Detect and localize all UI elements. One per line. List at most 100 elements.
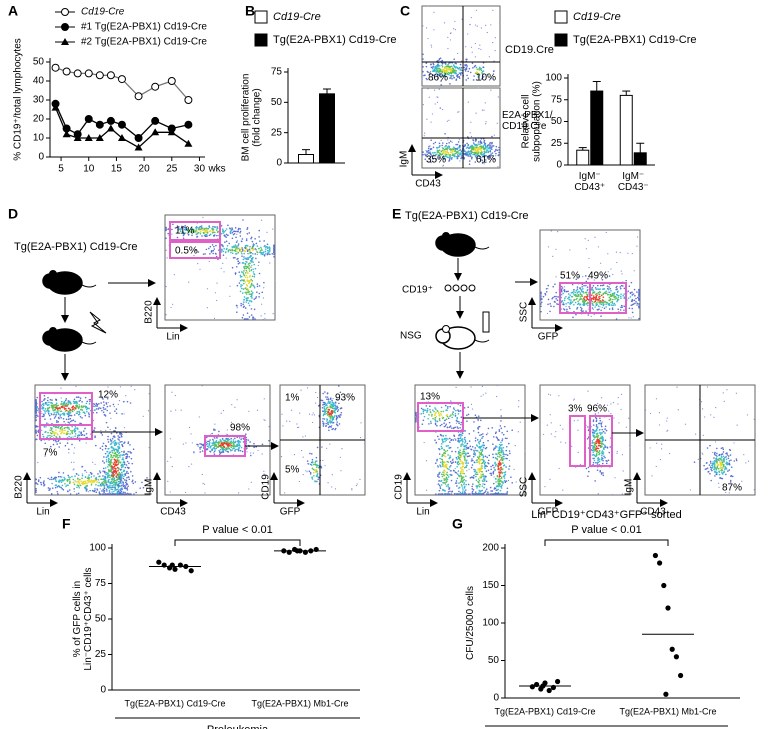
event — [109, 481, 112, 484]
y-axis-label: % of GFP cells in Lin⁻CD19⁺CD43⁺ cells — [72, 567, 94, 671]
event — [444, 440, 446, 443]
event — [110, 440, 112, 442]
event — [69, 408, 72, 411]
event — [238, 227, 240, 230]
event — [240, 271, 243, 273]
event — [466, 152, 469, 155]
percent: 12% — [98, 390, 118, 401]
event — [248, 282, 250, 284]
event — [119, 461, 122, 464]
event — [222, 254, 225, 256]
event — [84, 427, 86, 430]
event — [60, 486, 62, 489]
event — [234, 256, 236, 259]
event — [63, 414, 66, 416]
event — [491, 135, 493, 138]
event — [632, 293, 635, 295]
event — [328, 429, 330, 432]
background-event — [250, 452, 252, 454]
event — [218, 430, 220, 433]
event — [443, 471, 445, 474]
event — [483, 141, 485, 143]
event — [128, 478, 131, 481]
event — [326, 412, 328, 415]
event — [78, 431, 80, 433]
event — [36, 438, 38, 441]
event — [458, 420, 460, 423]
event — [459, 63, 462, 66]
event — [258, 236, 260, 238]
event — [597, 288, 599, 290]
event — [452, 407, 455, 409]
event — [206, 235, 208, 238]
event — [247, 297, 250, 299]
event — [425, 77, 428, 80]
event — [47, 487, 50, 489]
event — [49, 445, 52, 448]
y-axis-label: CFU/25000 cells — [465, 586, 476, 660]
event — [441, 455, 443, 458]
background-event — [627, 252, 629, 254]
point — [673, 654, 680, 660]
event — [67, 418, 70, 421]
event — [50, 478, 53, 481]
event — [234, 437, 236, 440]
event — [445, 463, 448, 466]
event — [239, 441, 242, 443]
event — [463, 153, 465, 155]
event — [95, 491, 98, 494]
event — [167, 228, 170, 230]
event — [41, 400, 43, 403]
event — [573, 299, 575, 302]
background-event — [436, 96, 438, 98]
event — [435, 66, 438, 69]
event — [486, 155, 489, 158]
event — [580, 309, 582, 312]
event — [563, 299, 566, 302]
event — [451, 459, 454, 461]
event — [76, 477, 79, 480]
event — [51, 435, 53, 438]
event — [463, 156, 465, 159]
event — [586, 295, 589, 297]
background-event — [341, 448, 343, 450]
event — [444, 493, 446, 495]
event — [66, 431, 68, 434]
event — [245, 274, 248, 277]
event — [99, 447, 102, 450]
event — [466, 142, 468, 145]
event — [235, 250, 238, 252]
event — [339, 413, 342, 416]
event — [549, 310, 551, 313]
event — [106, 409, 109, 412]
event — [108, 469, 111, 472]
legend-swatch — [254, 10, 268, 24]
background-event — [468, 468, 470, 470]
event — [112, 493, 114, 495]
background-event — [74, 480, 76, 482]
event — [561, 287, 564, 289]
background-event — [423, 441, 425, 444]
background-event — [437, 464, 439, 467]
event — [552, 296, 554, 299]
event — [225, 448, 228, 451]
event — [37, 480, 40, 483]
event — [620, 297, 622, 300]
event — [60, 416, 62, 419]
event — [441, 64, 443, 67]
event — [441, 463, 444, 465]
background-event — [241, 437, 243, 439]
event — [245, 269, 248, 272]
event — [96, 488, 98, 490]
event — [560, 285, 563, 288]
percent: 1% — [285, 393, 300, 404]
event — [253, 446, 255, 449]
background-event — [518, 406, 520, 408]
event — [564, 297, 566, 300]
background-event — [518, 400, 520, 402]
event — [90, 484, 93, 486]
event — [246, 258, 248, 261]
event — [209, 439, 211, 441]
background-event — [494, 49, 496, 52]
point — [134, 143, 143, 151]
